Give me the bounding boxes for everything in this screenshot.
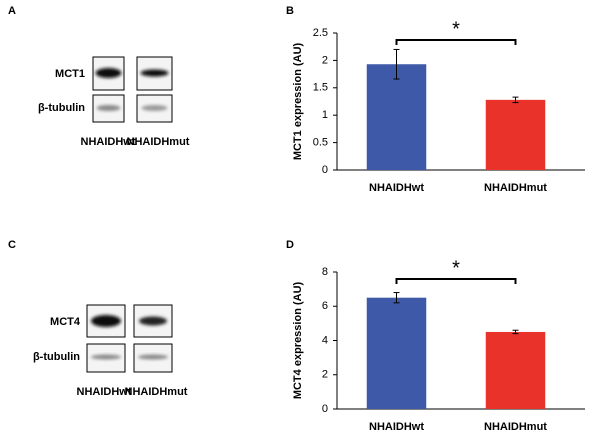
y-tick-label: 2.5 [313, 27, 328, 39]
loading-label: β-tubulin [38, 102, 85, 114]
x-tick-label: NHAIDHmut [484, 421, 547, 433]
x-tick-label: NHAIDHwt [369, 421, 424, 433]
blot-band [96, 105, 121, 111]
error-bar [512, 329, 519, 335]
panel-letter: C [8, 239, 16, 251]
y-tick-label: 1 [322, 109, 328, 121]
blot-band [140, 69, 169, 77]
protein-label: MCT1 [55, 68, 85, 80]
y-tick-label: 1.5 [313, 82, 328, 94]
lane-label: NHAIDHmut [127, 136, 190, 148]
bar [485, 99, 546, 170]
y-axis-label: MCT4 expression (AU) [292, 281, 304, 399]
bar [366, 64, 427, 170]
y-tick-label: 0 [322, 164, 328, 176]
y-tick-label: 0 [322, 403, 328, 415]
y-tick-label: 0.5 [313, 137, 328, 149]
significance-bracket [395, 278, 517, 284]
y-axis-label: MCT1 expression (AU) [292, 42, 304, 160]
bar [485, 331, 546, 409]
y-tick-label: 6 [322, 300, 328, 312]
x-tick-label: NHAIDHwt [369, 182, 424, 194]
panel-letter: A [8, 5, 16, 17]
blot-band [141, 105, 168, 111]
lane-label: NHAIDHwt [77, 386, 132, 398]
blot-band [139, 316, 167, 326]
lane-label: NHAIDHmut [125, 386, 188, 398]
y-tick-label: 8 [322, 266, 328, 278]
panel-letter: D [286, 239, 294, 251]
blot-band [138, 354, 168, 360]
bar [366, 297, 427, 409]
blot-band [95, 68, 122, 78]
y-tick-label: 4 [322, 334, 328, 346]
error-bar [393, 48, 400, 80]
protein-label: MCT4 [50, 316, 81, 328]
x-tick-label: NHAIDHmut [484, 182, 547, 194]
y-tick-label: 2 [322, 54, 328, 66]
blot-band [91, 354, 121, 360]
loading-label: β-tubulin [33, 351, 80, 363]
significance-bracket [395, 39, 517, 45]
error-bar [512, 96, 519, 104]
lane-label: NHAIDHwt [81, 136, 136, 148]
panel-letter: B [286, 5, 294, 17]
error-bar [393, 292, 400, 304]
y-tick-label: 2 [322, 369, 328, 381]
significance-star: * [452, 18, 460, 40]
blot-band [91, 315, 121, 327]
significance-star: * [452, 257, 460, 279]
